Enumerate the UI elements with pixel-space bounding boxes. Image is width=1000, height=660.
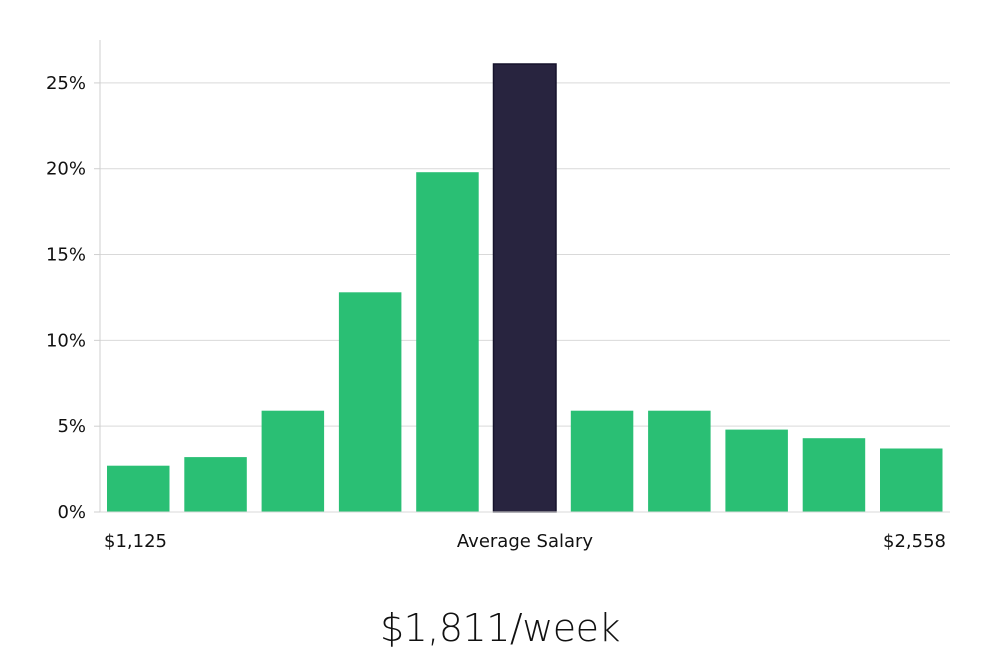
bar xyxy=(570,410,634,512)
bar-average xyxy=(492,63,557,513)
x-label-min: $1,125 xyxy=(104,531,167,552)
bar xyxy=(648,410,711,512)
y-tick-label: 10% xyxy=(46,330,86,351)
y-tick-label: 15% xyxy=(46,245,86,266)
salary-histogram: 0% 5% 10% 15% 20% 25% $1,125 Average Salary $… xyxy=(46,40,950,552)
y-tick-label: 0% xyxy=(57,502,86,523)
bar xyxy=(725,429,788,512)
bar xyxy=(880,448,943,512)
average-salary-headline: $1,811/week xyxy=(379,606,621,650)
bar xyxy=(107,465,170,512)
y-tick-label: 5% xyxy=(57,416,86,437)
bar xyxy=(184,457,247,512)
y-tick-label: 20% xyxy=(46,159,86,180)
bars xyxy=(107,63,943,513)
x-label-average: Average Salary xyxy=(457,531,594,552)
x-label-max: $2,558 xyxy=(883,531,946,552)
bar xyxy=(802,438,866,512)
y-tick-label: 25% xyxy=(46,73,86,94)
bar xyxy=(261,410,325,512)
y-axis-ticks: 0% 5% 10% 15% 20% 25% xyxy=(46,73,100,523)
bar xyxy=(416,172,479,512)
bar xyxy=(338,292,402,512)
